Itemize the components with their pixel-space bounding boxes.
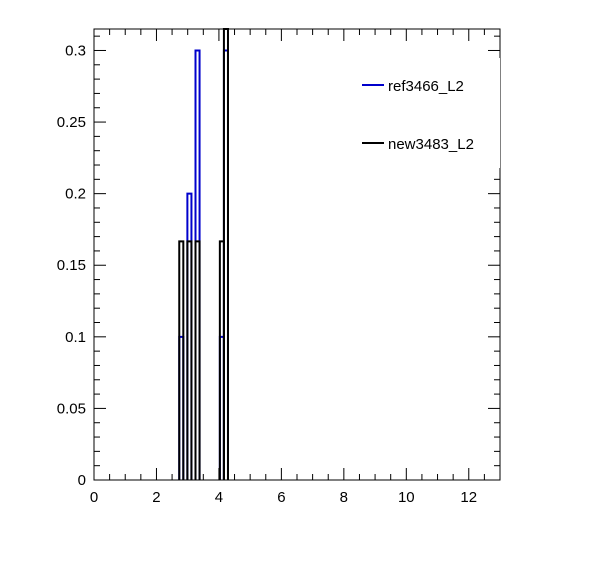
x-tick-label: 4 <box>215 489 223 506</box>
y-tick-label: 0.2 <box>65 186 86 203</box>
legend: ref3466_L2 new3483_L2 <box>358 58 500 168</box>
y-tick-label: 0.15 <box>57 257 86 274</box>
y-tick-label: 0 <box>78 472 86 489</box>
y-tick-label: 0.05 <box>57 400 86 417</box>
legend-box <box>358 58 500 168</box>
histogram-bin <box>194 240 201 480</box>
legend-label: ref3466_L2 <box>388 78 464 95</box>
x-tick-label: 2 <box>152 489 160 506</box>
y-tick-label: 0.25 <box>57 114 86 131</box>
legend-label: new3483_L2 <box>388 136 474 153</box>
histogram-bin <box>178 240 185 480</box>
series-layer <box>178 28 229 480</box>
x-tick-label: 6 <box>277 489 285 506</box>
histogram-bin <box>186 240 193 480</box>
tick-labels: 0 2 4 6 8 10 12 0 0.05 0.1 0.15 0.2 0.25 0.3 <box>57 42 477 506</box>
x-tick-label: 8 <box>340 489 348 506</box>
x-tick-label: 12 <box>460 489 477 506</box>
x-tick-label: 10 <box>398 489 415 506</box>
y-tick-label: 0.1 <box>65 329 86 346</box>
y-tick-label: 0.3 <box>65 42 86 59</box>
x-tick-label: 0 <box>90 489 98 506</box>
